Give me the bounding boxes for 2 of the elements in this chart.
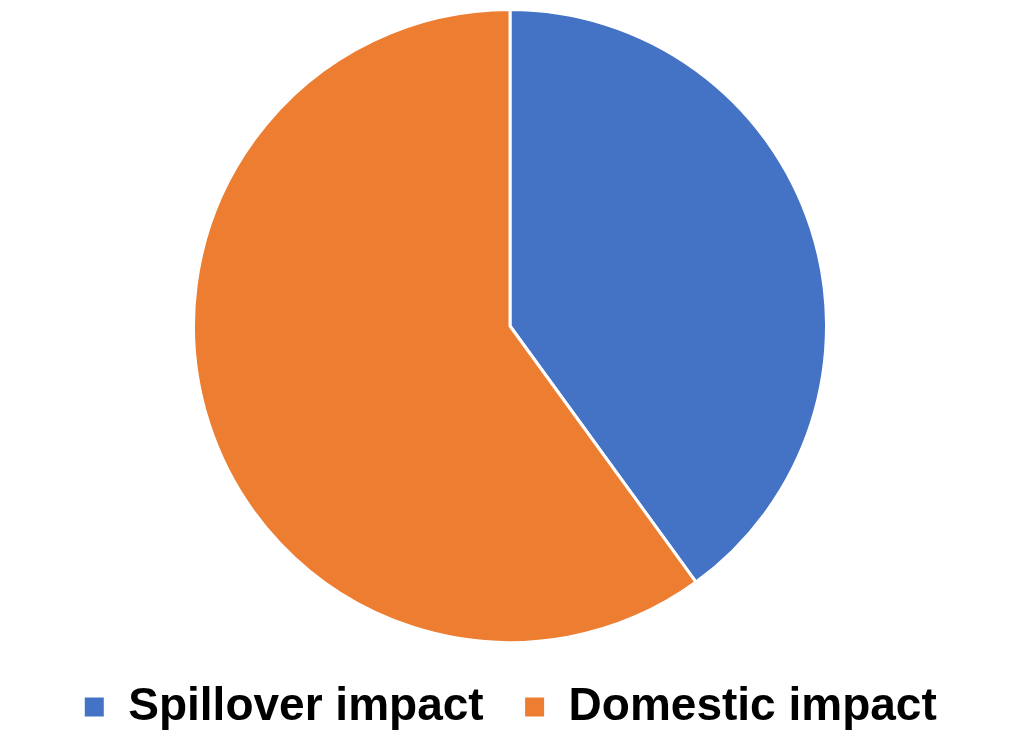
legend-label: Spillover impact	[128, 677, 484, 730]
legend-label: Domestic impact	[568, 677, 937, 730]
